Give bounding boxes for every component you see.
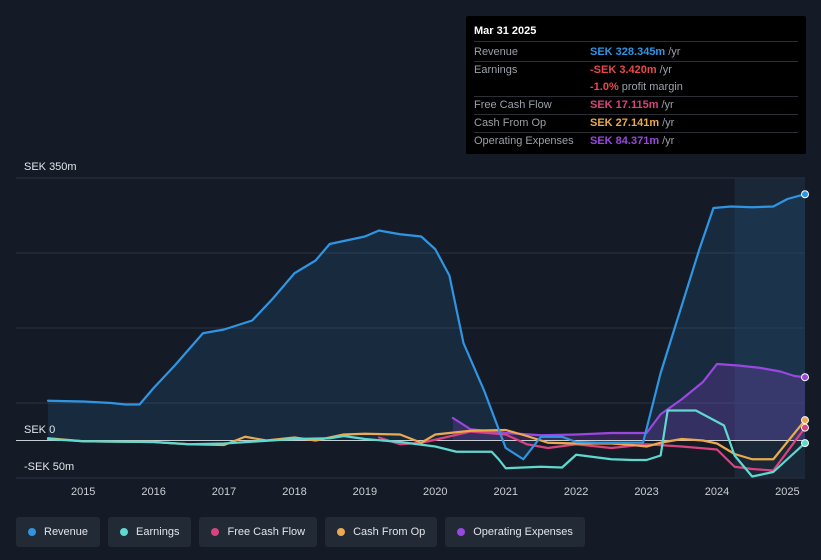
x-tick-label: 2025 xyxy=(775,486,799,498)
tooltip-unit: /yr xyxy=(668,46,681,58)
chart-legend: Revenue Earnings Free Cash Flow Cash Fro… xyxy=(16,517,585,547)
legend-dot-icon xyxy=(120,528,129,536)
legend-item-revenue[interactable]: Revenue xyxy=(16,517,101,547)
x-tick-label: 2021 xyxy=(493,486,517,498)
legend-dot-icon xyxy=(337,528,346,536)
y-label-top: SEK 350m xyxy=(24,161,77,173)
chart-canvas: SEK 350m SEK 0 -SEK 50m 2015 2016 2017 2018… xyxy=(16,161,809,498)
legend-item-free-cash-flow[interactable]: Free Cash Flow xyxy=(199,517,318,547)
series-line-earnings xyxy=(46,409,807,478)
series-endpoint-revenue[interactable] xyxy=(801,190,809,199)
tooltip-value: SEK 27.141m xyxy=(590,117,660,129)
tooltip-row-free-cash-flow: Free Cash Flow SEK 17.115m /yr xyxy=(474,97,798,115)
tooltip-label: Free Cash Flow xyxy=(474,99,552,111)
x-tick-label: 2022 xyxy=(564,486,588,498)
series-endpoint-cash-from-op[interactable] xyxy=(801,416,809,425)
tooltip-value: SEK 17.115m xyxy=(590,99,659,111)
legend-label: Earnings xyxy=(136,526,180,538)
x-tick-label: 2017 xyxy=(212,486,236,498)
legend-dot-icon xyxy=(28,528,36,536)
tooltip-row-cash-from-op: Cash From Op SEK 27.141m /yr xyxy=(474,115,798,133)
tooltip-label: Earnings xyxy=(474,64,518,76)
legend-dot-icon xyxy=(457,528,466,536)
data-tooltip: Mar 31 2025 Revenue SEK 328.345m /yr Ear… xyxy=(466,16,806,154)
series-line-revenue xyxy=(46,193,807,461)
tooltip-unit: /yr xyxy=(661,99,674,111)
legend-item-operating-expenses[interactable]: Operating Expenses xyxy=(445,517,585,547)
tooltip-row-earnings: Earnings -SEK 3.420m /yr xyxy=(474,62,798,79)
axis-labels: SEK 350m SEK 0 -SEK 50m xyxy=(24,161,77,473)
series-fill-revenue xyxy=(48,194,805,460)
series-line-cash-from-op xyxy=(46,419,807,461)
y-label-zero: SEK 0 xyxy=(24,424,55,436)
tooltip-date: Mar 31 2025 xyxy=(474,24,798,42)
grid-lines xyxy=(16,177,805,479)
tooltip-value: SEK 328.345m xyxy=(590,46,666,58)
series-endpoint-free-cash-flow[interactable] xyxy=(801,423,809,432)
tooltip-value: SEK 84.371m xyxy=(590,135,660,147)
x-axis-ticks: 2015 2016 2017 2018 2019 2020 2021 2022 2023 2024… xyxy=(71,486,800,498)
tooltip-row-revenue: Revenue SEK 328.345m /yr xyxy=(474,44,798,62)
tooltip-unit: /yr xyxy=(662,117,675,129)
tooltip-label: Cash From Op xyxy=(474,117,547,129)
tooltip-label: Revenue xyxy=(474,46,519,58)
series-endpoint-earnings[interactable] xyxy=(801,439,809,448)
series-endpoint-operating-expenses[interactable] xyxy=(801,373,809,382)
tooltip-value: -1.0% xyxy=(590,81,619,93)
tooltip-label xyxy=(474,79,590,96)
legend-dot-icon xyxy=(211,528,220,536)
x-tick-label: 2018 xyxy=(282,486,306,498)
legend-item-cash-from-op[interactable]: Cash From Op xyxy=(325,517,438,547)
tooltip-row-operating-expenses: Operating Expenses SEK 84.371m /yr xyxy=(474,133,798,150)
legend-label: Free Cash Flow xyxy=(227,526,306,538)
series-layer xyxy=(16,190,809,478)
tooltip-unit: /yr xyxy=(662,135,675,147)
y-label-bottom: -SEK 50m xyxy=(24,461,74,473)
tooltip-value: -SEK 3.420m xyxy=(590,64,657,76)
x-tick-label: 2020 xyxy=(423,486,447,498)
x-tick-label: 2024 xyxy=(705,486,729,498)
legend-label: Cash From Op xyxy=(353,526,426,538)
legend-item-earnings[interactable]: Earnings xyxy=(108,517,192,547)
x-tick-label: 2016 xyxy=(141,486,165,498)
tooltip-unit: profit margin xyxy=(621,81,683,93)
tooltip-row-profit-margin: -1.0% profit margin xyxy=(474,79,798,97)
legend-label: Revenue xyxy=(44,526,89,538)
x-tick-label: 2015 xyxy=(71,486,95,498)
tooltip-label: Operating Expenses xyxy=(474,135,574,147)
legend-label: Operating Expenses xyxy=(473,526,573,538)
x-tick-label: 2019 xyxy=(353,486,377,498)
tooltip-unit: /yr xyxy=(659,64,672,76)
x-tick-label: 2023 xyxy=(634,486,658,498)
forecast-band xyxy=(734,178,805,478)
